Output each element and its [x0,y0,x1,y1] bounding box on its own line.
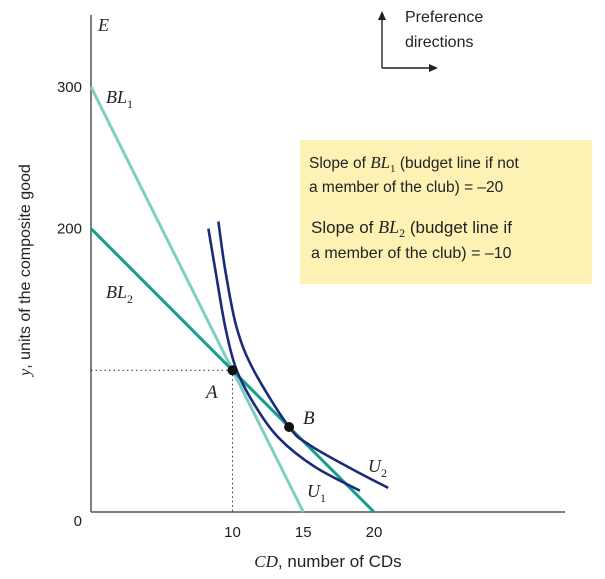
point-a [227,365,238,376]
point-label-a: A [204,382,218,403]
corner-label: E [97,15,109,35]
arrow-right-icon [429,64,438,72]
point-b [284,421,295,432]
preference-label-line2: directions [405,34,473,51]
x-tick-label: 15 [295,524,312,541]
y-tick-label: 200 [57,221,82,238]
note-box [300,140,592,284]
x-tick-label: 20 [366,524,383,541]
series-label-bl1: BL1 [106,87,133,111]
preference-label-line1: Preference [405,9,483,26]
series-label-bl2: BL2 [106,282,133,306]
preference-directions: Preference directions [378,9,483,72]
y-tick-label: 300 [57,79,82,96]
series-line-u1 [207,228,361,492]
note-line-4: a member of the club) = –10 [311,245,512,262]
arrow-up-icon [378,11,386,20]
series-line-bl1 [89,86,305,513]
series-label-u1: U1 [307,481,326,505]
note-line-3: Slope of BL2 (budget line if [311,217,512,240]
series-line-u2 [217,221,389,490]
origin-label: 0 [74,513,82,530]
y-axis-label: y, units of the composite good [17,164,34,378]
point-label-b: B [303,408,315,429]
note-line-2: a member of the club) = –20 [309,179,504,196]
note-line-1: Slope of BL1 (budget line if not [309,153,519,175]
x-axis-label: CD, number of CDs [254,552,401,571]
series-label-u2: U2 [368,456,387,480]
x-tick-label: 10 [224,524,241,541]
